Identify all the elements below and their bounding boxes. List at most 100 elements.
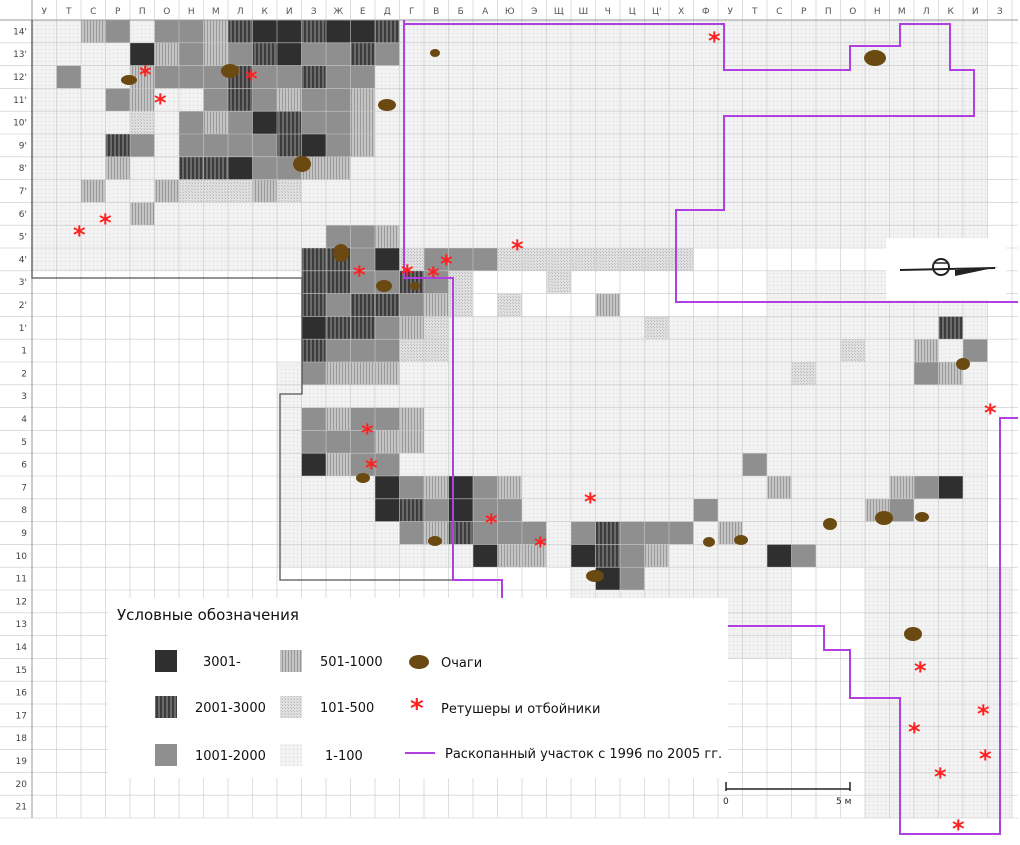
density-cell — [424, 407, 449, 431]
hearth-marker — [904, 627, 922, 641]
density-cell — [669, 20, 694, 43]
column-label: Э — [531, 7, 537, 17]
density-cell — [938, 111, 963, 134]
density-cell — [326, 202, 351, 226]
density-cell — [277, 430, 302, 454]
density-cell — [399, 339, 424, 362]
density-cell — [130, 42, 155, 66]
density-cell — [350, 430, 375, 454]
row-label: 10 — [16, 552, 28, 562]
density-cell — [203, 88, 228, 112]
legend-density-swatches: 3001- 2001-3000 1001-2000 501-1000 101-500 1-… — [155, 650, 383, 766]
density-cell — [522, 453, 547, 476]
density-cell — [571, 20, 596, 43]
density-cell — [350, 521, 375, 545]
density-cell — [473, 20, 498, 43]
density-cell — [301, 111, 326, 134]
density-cell — [595, 316, 620, 340]
density-cell — [105, 111, 130, 134]
density-cell — [424, 476, 449, 499]
density-cell — [448, 453, 473, 476]
density-cell — [375, 293, 400, 317]
density-cell — [693, 111, 718, 134]
density-cell — [914, 20, 939, 43]
density-cell — [105, 248, 130, 271]
density-cell — [693, 407, 718, 431]
density-cell — [718, 339, 743, 362]
density-cell — [914, 407, 939, 431]
density-cell — [32, 156, 57, 180]
density-cell — [840, 362, 865, 385]
density-cell — [277, 453, 302, 476]
density-cell — [81, 202, 106, 226]
density-cell — [448, 111, 473, 134]
density-cell — [350, 156, 375, 180]
density-cell — [644, 430, 669, 454]
column-label: Ц — [629, 7, 636, 17]
density-cell — [32, 88, 57, 112]
density-cell — [669, 156, 694, 180]
density-cell — [620, 134, 645, 157]
row-label: 6' — [19, 210, 27, 220]
density-cell — [865, 316, 890, 340]
density-cell — [840, 498, 865, 522]
hearth-marker — [823, 518, 837, 530]
density-cell — [277, 362, 302, 385]
density-cell — [963, 339, 988, 362]
density-cell — [963, 202, 988, 226]
density-cell — [938, 88, 963, 112]
density-cell — [840, 316, 865, 340]
density-cell — [963, 749, 988, 773]
hearth-marker — [221, 64, 239, 78]
density-cell — [693, 430, 718, 454]
density-cell — [889, 544, 914, 568]
density-cell — [448, 179, 473, 203]
column-label: А — [482, 7, 489, 17]
density-cell — [399, 111, 424, 134]
density-cell — [767, 430, 792, 454]
legend-swatch-d6 — [280, 744, 302, 766]
row-label: 2' — [19, 301, 27, 311]
density-cell — [277, 544, 302, 568]
column-label: Х — [678, 7, 684, 17]
density-cell — [963, 658, 988, 682]
density-cell — [228, 179, 253, 203]
density-cell — [693, 476, 718, 499]
density-cell — [326, 316, 351, 340]
density-cell — [277, 111, 302, 134]
density-cell — [595, 362, 620, 385]
density-cell — [865, 179, 890, 203]
density-cell — [693, 42, 718, 66]
density-cell — [889, 407, 914, 431]
density-cell — [914, 749, 939, 773]
legend-swatch-label: 1-100 — [325, 749, 363, 764]
density-cell — [669, 225, 694, 248]
legend-retoucher-label: Ретушеры и отбойники — [441, 702, 600, 717]
density-cell — [816, 316, 841, 340]
density-cell — [522, 179, 547, 203]
density-cell — [889, 726, 914, 750]
density-cell — [742, 384, 767, 408]
density-cell — [595, 42, 620, 66]
density-cell — [399, 430, 424, 454]
density-cell — [644, 42, 669, 66]
density-cell — [767, 179, 792, 203]
density-cell — [326, 476, 351, 499]
density-cell — [620, 88, 645, 112]
density-cell — [375, 407, 400, 431]
retoucher-marker: * — [401, 260, 414, 288]
density-cell — [644, 544, 669, 568]
density-cell — [399, 88, 424, 112]
density-cell — [56, 42, 81, 66]
density-cell — [963, 498, 988, 522]
density-cell — [81, 179, 106, 203]
density-cell — [571, 179, 596, 203]
density-cell — [865, 681, 890, 704]
density-cell — [448, 134, 473, 157]
retoucher-marker: * — [73, 221, 86, 249]
density-cell — [473, 362, 498, 385]
row-label: 7 — [21, 483, 27, 493]
density-cell — [350, 88, 375, 112]
density-cell — [865, 156, 890, 180]
density-cell — [546, 453, 571, 476]
